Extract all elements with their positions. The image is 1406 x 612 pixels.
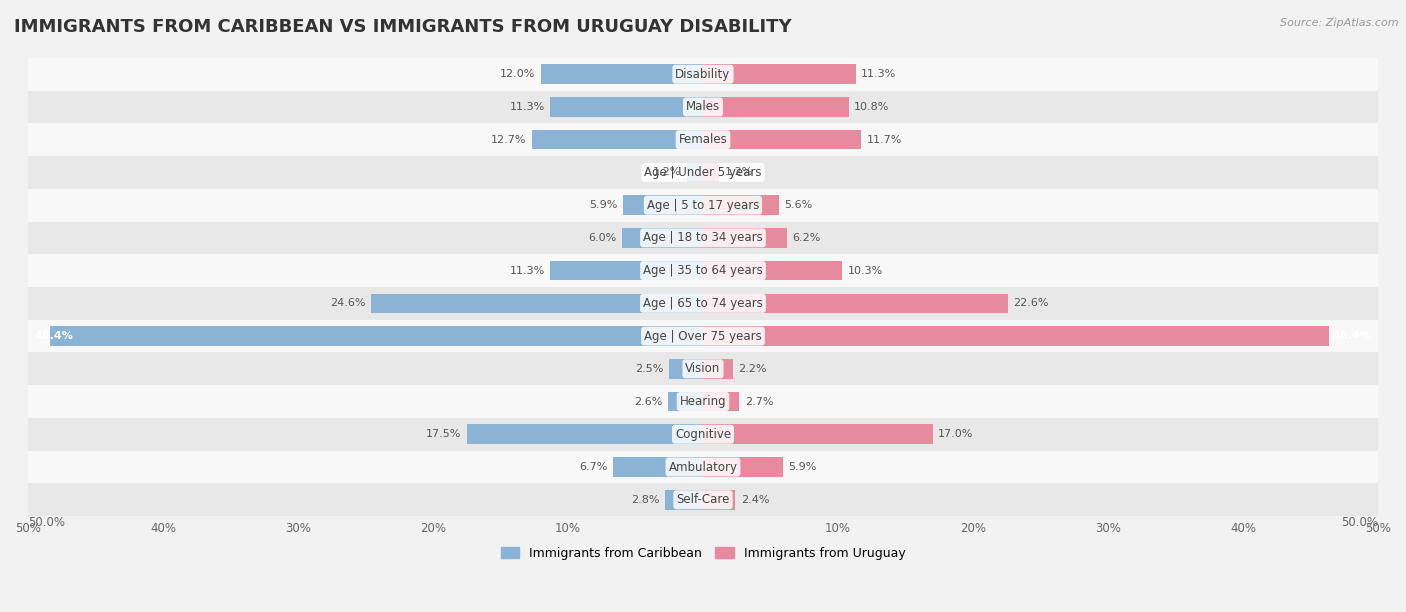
Text: Cognitive: Cognitive (675, 428, 731, 441)
Legend: Immigrants from Caribbean, Immigrants from Uruguay: Immigrants from Caribbean, Immigrants fr… (496, 542, 910, 565)
Text: 22.6%: 22.6% (1014, 298, 1049, 308)
Text: Age | 5 to 17 years: Age | 5 to 17 years (647, 199, 759, 212)
Bar (550, 97, 703, 117)
Text: 10.3%: 10.3% (848, 266, 883, 275)
Text: Age | 65 to 74 years: Age | 65 to 74 years (643, 297, 763, 310)
Text: Disability: Disability (675, 68, 731, 81)
Text: 10.8%: 10.8% (855, 102, 890, 112)
Text: IMMIGRANTS FROM CARIBBEAN VS IMMIGRANTS FROM URUGUAY DISABILITY: IMMIGRANTS FROM CARIBBEAN VS IMMIGRANTS … (14, 18, 792, 36)
Bar (665, 490, 703, 510)
Text: Males: Males (686, 100, 720, 113)
Bar (550, 261, 703, 280)
Text: 1.2%: 1.2% (652, 168, 682, 177)
Text: 46.4%: 46.4% (1333, 331, 1371, 341)
Text: Hearing: Hearing (679, 395, 727, 408)
Text: Ambulatory: Ambulatory (668, 460, 738, 474)
Bar (703, 261, 842, 280)
Bar (703, 130, 860, 149)
Bar (686, 163, 703, 182)
Text: 2.2%: 2.2% (738, 364, 766, 374)
Text: 1.2%: 1.2% (724, 168, 754, 177)
Text: 50.0%: 50.0% (1341, 516, 1378, 529)
Bar (28, 58, 1378, 91)
Bar (28, 91, 1378, 123)
Bar (668, 392, 703, 411)
Bar (28, 222, 1378, 254)
Text: 2.7%: 2.7% (745, 397, 773, 406)
Bar (621, 228, 703, 248)
Text: 11.3%: 11.3% (510, 266, 546, 275)
Text: Source: ZipAtlas.com: Source: ZipAtlas.com (1281, 18, 1399, 28)
Bar (28, 254, 1378, 287)
Bar (371, 294, 703, 313)
Text: 50.0%: 50.0% (28, 516, 65, 529)
Bar (49, 326, 703, 346)
Text: 24.6%: 24.6% (330, 298, 366, 308)
Text: 11.7%: 11.7% (866, 135, 901, 144)
Text: 12.7%: 12.7% (491, 135, 526, 144)
Bar (28, 483, 1378, 516)
Text: 2.8%: 2.8% (631, 494, 659, 505)
Bar (28, 287, 1378, 319)
Bar (669, 359, 703, 379)
Bar (623, 195, 703, 215)
Text: 2.4%: 2.4% (741, 494, 769, 505)
Bar (703, 490, 735, 510)
Bar (28, 385, 1378, 418)
Bar (531, 130, 703, 149)
Text: 17.5%: 17.5% (426, 429, 461, 439)
Bar (703, 392, 740, 411)
Bar (28, 156, 1378, 188)
Text: Age | Over 75 years: Age | Over 75 years (644, 330, 762, 343)
Text: 11.3%: 11.3% (860, 69, 896, 79)
Text: 2.5%: 2.5% (636, 364, 664, 374)
Bar (467, 425, 703, 444)
Text: 5.9%: 5.9% (787, 462, 817, 472)
Text: Vision: Vision (685, 362, 721, 375)
Text: 6.7%: 6.7% (579, 462, 607, 472)
Text: 5.6%: 5.6% (785, 200, 813, 210)
Text: Females: Females (679, 133, 727, 146)
Text: 17.0%: 17.0% (938, 429, 973, 439)
Text: Age | 35 to 64 years: Age | 35 to 64 years (643, 264, 763, 277)
Bar (28, 188, 1378, 222)
Text: 5.9%: 5.9% (589, 200, 619, 210)
Bar (703, 359, 733, 379)
Bar (703, 294, 1008, 313)
Text: 6.0%: 6.0% (588, 233, 617, 243)
Bar (703, 97, 849, 117)
Text: Age | 18 to 34 years: Age | 18 to 34 years (643, 231, 763, 244)
Bar (28, 450, 1378, 483)
Bar (703, 195, 779, 215)
Bar (703, 163, 720, 182)
Text: 12.0%: 12.0% (501, 69, 536, 79)
Bar (613, 457, 703, 477)
Text: Age | Under 5 years: Age | Under 5 years (644, 166, 762, 179)
Text: 48.4%: 48.4% (35, 331, 73, 341)
Bar (28, 319, 1378, 353)
Text: 11.3%: 11.3% (510, 102, 546, 112)
Bar (703, 228, 787, 248)
Bar (28, 353, 1378, 385)
Text: 2.6%: 2.6% (634, 397, 662, 406)
Bar (541, 64, 703, 84)
Bar (703, 457, 783, 477)
Bar (28, 418, 1378, 450)
Bar (703, 326, 1330, 346)
Bar (28, 123, 1378, 156)
Text: Self-Care: Self-Care (676, 493, 730, 506)
Text: 6.2%: 6.2% (792, 233, 821, 243)
Bar (703, 425, 932, 444)
Bar (703, 64, 856, 84)
